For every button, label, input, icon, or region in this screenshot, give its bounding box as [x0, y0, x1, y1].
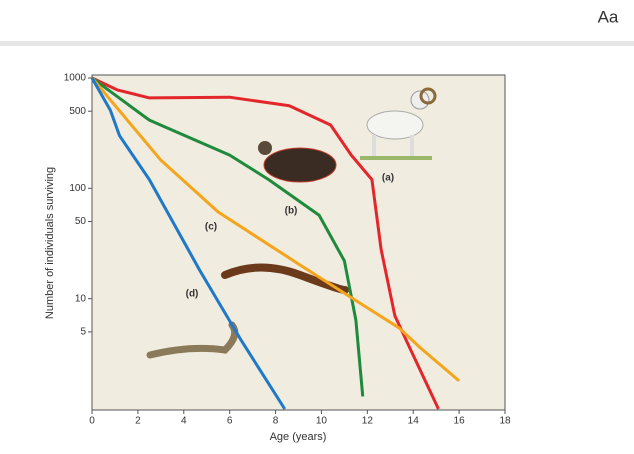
plot-area [91, 74, 506, 411]
font-button[interactable]: Aa [598, 7, 619, 26]
x-tick-label: 14 [408, 416, 420, 427]
x-tick-label: 4 [181, 416, 187, 427]
x-tick-label: 6 [227, 416, 233, 427]
x-tick-label: 10 [316, 416, 328, 427]
x-tick-label: 0 [89, 416, 95, 427]
survivorship-line [90, 77, 461, 382]
x-tick-label: 2 [135, 416, 141, 427]
series-label: (c) [205, 222, 217, 233]
series-label: (b) [285, 206, 298, 217]
y-tick-label: 50 [75, 216, 87, 227]
x-axis-label: Age (years) [270, 431, 327, 443]
series-label: (a) [382, 173, 394, 184]
y-tick-label: 10 [75, 293, 87, 304]
y-tick-label: 100 [69, 183, 86, 194]
x-tick-label: 18 [499, 416, 511, 427]
y-axis-label: Number of individuals surviving [44, 167, 56, 319]
divider [0, 41, 634, 46]
y-tick-label: 5 [80, 327, 86, 338]
y-tick-label: 500 [69, 106, 86, 117]
series-label: (d) [186, 289, 199, 300]
survivorship-line [90, 77, 286, 410]
x-tick-label: 8 [273, 416, 279, 427]
x-tick-label: 16 [454, 416, 466, 427]
x-tick-label: 12 [362, 416, 374, 427]
survivorship-line [91, 76, 440, 410]
y-tick-label: 1000 [64, 73, 87, 84]
survivorship-line [91, 76, 365, 397]
